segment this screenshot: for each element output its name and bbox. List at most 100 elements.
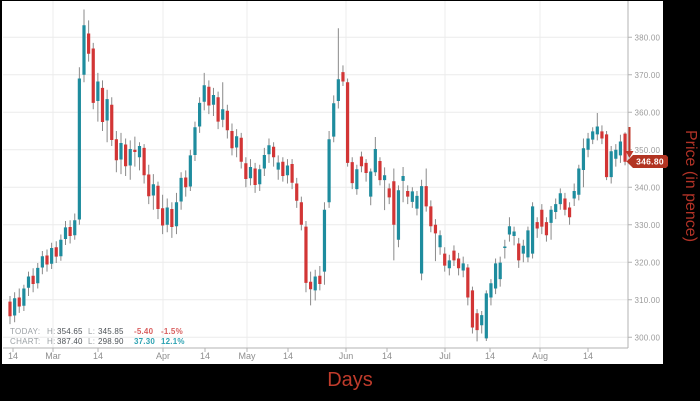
y-axis-tick-label: 320.00 — [635, 258, 661, 267]
candle-body — [193, 127, 197, 155]
candle-body — [128, 149, 132, 166]
candle-body — [466, 267, 470, 298]
candle-body — [82, 25, 86, 75]
candle-body — [567, 207, 572, 218]
candle-body — [8, 301, 12, 317]
y-axis-tick-label: 300.00 — [635, 333, 661, 342]
x-axis-tick-label: 14 — [8, 351, 18, 361]
candle-body — [521, 245, 525, 254]
x-axis-tick-label: Jul — [439, 351, 451, 361]
candle-body — [387, 188, 391, 198]
candle-body — [318, 275, 322, 284]
x-axis-tick-label: 14 — [583, 351, 593, 361]
candle-body — [530, 206, 535, 254]
candle-body — [401, 176, 405, 181]
candle-body — [517, 243, 521, 261]
candle-body — [322, 209, 327, 272]
y-axis-tick-label: 370.00 — [635, 71, 661, 80]
candle-body — [308, 281, 313, 290]
candle-body — [262, 155, 266, 169]
candle-body — [600, 131, 604, 139]
candle-body — [285, 165, 290, 176]
candle-body — [572, 191, 576, 199]
x-axis-tick-label: 14 — [485, 351, 495, 361]
chart-panel[interactable] — [2, 1, 663, 364]
candle-body — [429, 206, 433, 227]
legend: TODAY: H: 354.65 L: 345.85 -5.40 -1.5% C… — [10, 327, 185, 346]
candle-body — [68, 227, 72, 236]
candle-body — [549, 209, 553, 223]
x-axis-tick-label: 14 — [283, 351, 293, 361]
candle-body — [77, 78, 81, 220]
candle-body — [341, 72, 345, 82]
x-axis-tick-label: 14 — [382, 351, 392, 361]
candle-body — [230, 131, 234, 149]
candle-body — [591, 131, 595, 140]
candle-body — [396, 190, 401, 240]
candle-body — [36, 267, 40, 284]
legend-chart-high: 387.40 — [57, 337, 83, 346]
candle-body — [424, 186, 428, 207]
x-axis-tick-label: May — [238, 351, 256, 361]
candle-body — [554, 204, 558, 212]
candle-body — [114, 139, 118, 161]
candle-body — [271, 146, 276, 158]
candle-body — [184, 177, 188, 188]
candle-body — [484, 293, 488, 339]
candle-body — [276, 162, 280, 170]
candle-body — [595, 126, 599, 135]
price-direction-arrow-icon — [625, 127, 634, 158]
candle-body — [179, 177, 183, 202]
candle-body — [202, 85, 206, 102]
candle-body — [535, 222, 539, 229]
legend-today-change-pct: -1.5% — [161, 327, 183, 336]
candle-body — [165, 207, 169, 225]
candle-body — [295, 183, 299, 201]
candle-body — [355, 169, 359, 190]
candle-body — [512, 231, 516, 236]
legend-today-high-label: H: — [47, 327, 56, 336]
candle-body — [614, 149, 618, 159]
candle-body — [45, 255, 49, 265]
candle-body — [461, 263, 465, 271]
candle-body — [373, 149, 377, 173]
candle-body — [336, 79, 340, 101]
legend-chart-label: CHART: — [10, 337, 41, 346]
candle-body — [73, 220, 77, 236]
price-badge: 346.80 — [626, 155, 668, 168]
candle-body — [406, 191, 410, 197]
candle-body — [235, 136, 239, 148]
legend-chart-low-label: L: — [88, 337, 95, 346]
x-axis-tick-label: Aug — [532, 351, 548, 361]
x-axis-title: Days — [327, 369, 373, 391]
candle-body — [456, 258, 461, 269]
candle-body — [63, 227, 68, 239]
candle-body — [604, 134, 609, 178]
candle-body — [480, 315, 484, 326]
candle-body — [119, 143, 123, 160]
legend-chart-change-pct: 12.1% — [161, 337, 185, 346]
candle-body — [526, 230, 530, 258]
candle-body — [577, 168, 581, 195]
candle-body — [359, 156, 364, 167]
candle-body — [563, 198, 567, 210]
x-axis-tick-label: 14 — [200, 351, 210, 361]
candle-body — [110, 104, 114, 140]
candle-body — [40, 256, 44, 268]
candle-body — [382, 175, 387, 181]
candle-body — [216, 97, 220, 122]
candle-body — [174, 202, 179, 227]
x-axis-tick-label: 14 — [93, 351, 103, 361]
candle-body — [558, 193, 562, 205]
x-axis-tick-label: Jun — [339, 351, 354, 361]
candle-body — [345, 82, 350, 163]
candle-body — [151, 184, 155, 196]
candle-body — [493, 263, 498, 289]
x-axis-tick-label: Mar — [45, 351, 61, 361]
candle-body — [544, 222, 549, 236]
candle-body — [105, 99, 109, 121]
legend-chart-low: 298.90 — [98, 337, 124, 346]
candle-body — [299, 202, 303, 225]
candle-body — [258, 169, 262, 185]
